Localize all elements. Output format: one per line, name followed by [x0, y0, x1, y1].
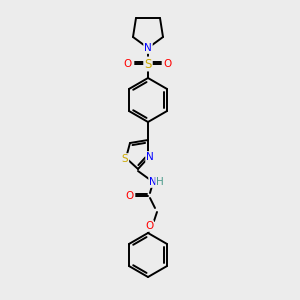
Text: N: N: [149, 177, 157, 187]
Text: S: S: [144, 58, 152, 70]
Text: N: N: [144, 43, 152, 53]
Text: H: H: [156, 177, 164, 187]
Text: N: N: [146, 152, 154, 162]
Text: O: O: [164, 59, 172, 69]
Text: O: O: [126, 191, 134, 201]
Text: S: S: [122, 154, 128, 164]
Text: O: O: [124, 59, 132, 69]
Text: O: O: [145, 221, 153, 231]
